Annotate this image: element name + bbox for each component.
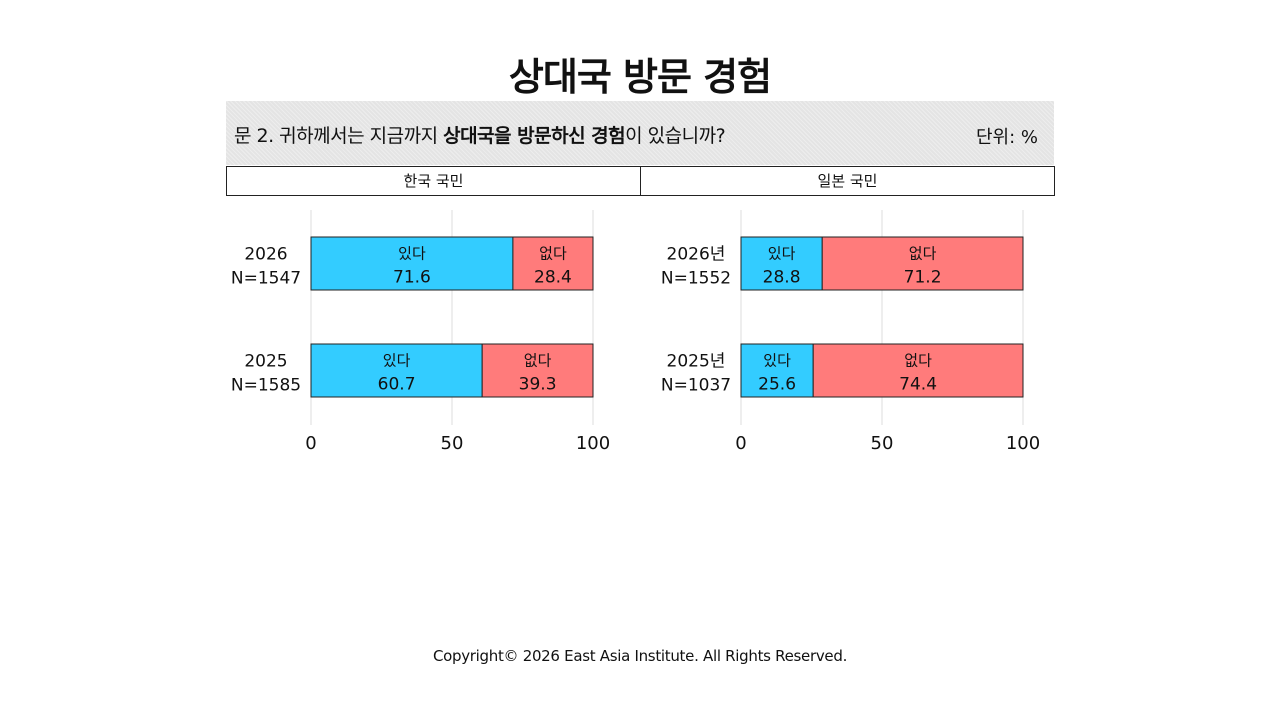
question-suffix: 이 있습니까? bbox=[625, 125, 726, 147]
bar-segment bbox=[740, 236, 823, 291]
bar-segment bbox=[740, 343, 814, 398]
japan-panel-header: 일본 국민 bbox=[640, 166, 1055, 196]
bar-value-label: 39.3 bbox=[519, 375, 557, 395]
bar-value-label: 25.6 bbox=[758, 375, 796, 395]
bar-series-label: 있다 bbox=[383, 352, 411, 370]
bar-series-label: 있다 bbox=[763, 352, 791, 370]
bar-segment bbox=[310, 343, 483, 398]
question-text: 문 2. 귀하께서는 지금까지 상대국을 방문하신 경험이 있습니까? bbox=[234, 121, 726, 148]
bar-value-label: 60.7 bbox=[378, 375, 416, 395]
bar-series-label: 없다 bbox=[524, 352, 552, 370]
x-tick-label: 0 bbox=[305, 433, 316, 454]
bar-series-label: 없다 bbox=[904, 352, 932, 370]
bar-segment bbox=[310, 236, 514, 291]
bar-series-label: 있다 bbox=[768, 245, 796, 263]
bar-series-label: 있다 bbox=[398, 245, 426, 263]
bar-value-label: 74.4 bbox=[899, 375, 937, 395]
category-year-label: 2026 bbox=[244, 245, 287, 265]
korea-panel-header: 한국 국민 bbox=[226, 166, 641, 196]
category-n-label: N=1585 bbox=[231, 376, 301, 396]
page-title: 상대국 방문 경험 bbox=[508, 55, 772, 99]
copyright-footer: Copyright© 2026 East Asia Institute. All… bbox=[432, 647, 848, 665]
question-prefix: 문 2. 귀하께서는 지금까지 bbox=[234, 125, 444, 147]
x-tick-label: 100 bbox=[1006, 433, 1040, 454]
bar-series-label: 없다 bbox=[539, 245, 567, 263]
question-box: 문 2. 귀하께서는 지금까지 상대국을 방문하신 경험이 있습니까? 단위: … bbox=[226, 101, 1054, 165]
question-emphasis: 상대국을 방문하신 경험 bbox=[443, 125, 626, 147]
x-tick-label: 100 bbox=[576, 433, 610, 454]
category-year-label: 2025년 bbox=[667, 352, 726, 372]
bar-value-label: 28.4 bbox=[534, 268, 572, 288]
bar-series-label: 없다 bbox=[909, 245, 937, 263]
bar-value-label: 28.8 bbox=[763, 268, 801, 288]
bar-segment bbox=[481, 343, 594, 398]
category-year-label: 2025 bbox=[244, 352, 287, 372]
bar-value-label: 71.2 bbox=[904, 268, 942, 288]
x-tick-label: 50 bbox=[441, 433, 464, 454]
category-n-label: N=1552 bbox=[661, 269, 731, 289]
category-n-label: N=1547 bbox=[231, 269, 301, 289]
x-tick-label: 0 bbox=[735, 433, 746, 454]
bar-segment bbox=[512, 236, 594, 291]
category-n-label: N=1037 bbox=[661, 376, 731, 396]
category-year-label: 2026년 bbox=[667, 245, 726, 265]
bar-segment bbox=[812, 343, 1024, 398]
x-tick-label: 50 bbox=[871, 433, 894, 454]
bar-segment bbox=[821, 236, 1024, 291]
unit-label: 단위: % bbox=[975, 127, 1038, 148]
bar-value-label: 71.6 bbox=[393, 268, 431, 288]
